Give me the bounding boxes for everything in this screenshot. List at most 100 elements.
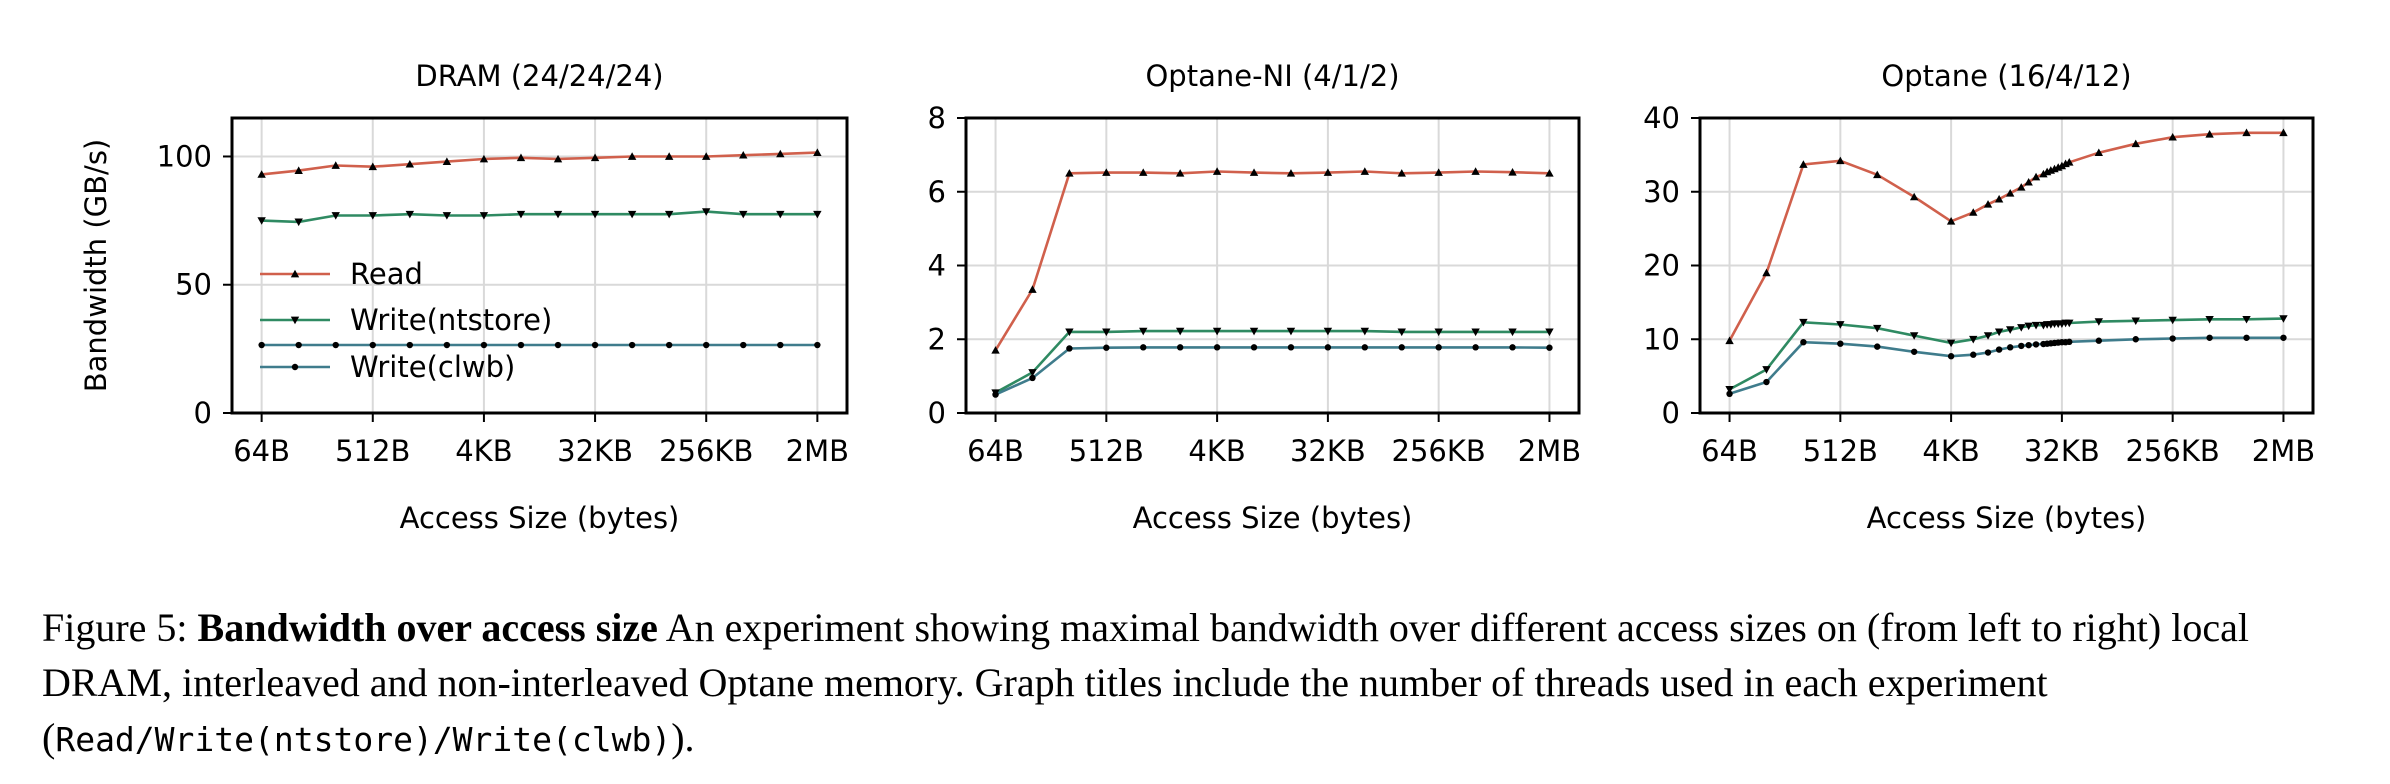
data-point xyxy=(369,341,376,349)
data-point xyxy=(1102,328,1111,337)
legend-marker xyxy=(291,363,299,371)
data-point xyxy=(331,212,340,220)
data-point xyxy=(991,346,1000,354)
data-point xyxy=(1762,366,1771,374)
data-point xyxy=(2168,132,2177,141)
data-point xyxy=(480,341,488,349)
caption-bold-title: Bandwidth over access size xyxy=(197,605,658,650)
data-point xyxy=(516,153,526,162)
data-point xyxy=(2017,324,2026,332)
data-point xyxy=(517,341,525,349)
data-point xyxy=(1065,169,1074,177)
data-point xyxy=(1029,374,1036,382)
data-point xyxy=(1725,336,1734,345)
x-tick-label: 64B xyxy=(1701,434,1758,468)
data-point xyxy=(1028,369,1037,377)
x-tick-label: 256KB xyxy=(659,434,753,468)
data-point xyxy=(702,208,711,216)
x-tick-label: 4KB xyxy=(455,434,512,468)
caption-text: An experiment showing maximal bandwidth … xyxy=(42,605,2249,760)
data-point xyxy=(2006,344,2014,351)
data-point xyxy=(2132,336,2139,343)
data-point xyxy=(777,341,784,349)
data-point xyxy=(628,341,636,349)
data-point xyxy=(1799,318,1808,327)
y-tick-label: 6 xyxy=(928,175,946,209)
chart-title: Optane (16/4/12) xyxy=(1881,59,2131,93)
legend-marker xyxy=(290,316,300,325)
x-tick-label: 32KB xyxy=(2024,434,2100,468)
caption-code: Read/Write(ntstore)/Write(clwb) xyxy=(55,720,672,759)
data-point xyxy=(1995,346,2003,353)
data-point xyxy=(2031,321,2041,330)
data-point xyxy=(1909,192,1919,201)
data-point xyxy=(590,210,600,219)
x-tick-label: 32KB xyxy=(557,434,633,468)
data-point xyxy=(1983,200,1993,208)
legend-marker xyxy=(290,269,300,278)
x-tick-label: 2MB xyxy=(2252,434,2315,468)
data-point xyxy=(813,148,822,156)
x-tick-label: 2MB xyxy=(1518,434,1581,468)
data-point xyxy=(2242,315,2251,324)
data-point xyxy=(1508,168,1517,176)
data-point xyxy=(739,150,748,159)
data-point xyxy=(1984,349,1992,356)
data-point xyxy=(553,154,563,163)
series-line-write-ntstore xyxy=(994,329,1550,394)
data-point xyxy=(776,149,785,158)
series-line-write-ntstore xyxy=(261,210,818,224)
chart-title: DRAM (24/24/24) xyxy=(415,59,663,93)
data-point xyxy=(1947,353,1955,360)
data-point xyxy=(479,212,489,220)
data-point xyxy=(1175,169,1185,177)
data-point xyxy=(1799,160,1808,168)
y-tick-label: 0 xyxy=(1662,396,1680,430)
data-point xyxy=(1360,167,1370,175)
data-point xyxy=(2095,337,2103,344)
data-point xyxy=(1946,217,1956,225)
data-point xyxy=(2094,148,2104,157)
data-point xyxy=(2131,317,2140,326)
data-point xyxy=(1213,344,1221,351)
data-point xyxy=(1323,327,1333,336)
data-point xyxy=(1800,339,1807,346)
data-point xyxy=(2279,315,2288,323)
data-point xyxy=(1969,208,1978,216)
data-point xyxy=(664,210,674,219)
data-point xyxy=(2005,189,2015,197)
data-point xyxy=(1763,378,1770,386)
data-point xyxy=(2243,334,2250,341)
data-point xyxy=(1324,344,1332,351)
data-point xyxy=(1434,168,1443,176)
data-point xyxy=(2024,177,2033,186)
data-point xyxy=(2280,334,2287,341)
data-point xyxy=(1472,344,1479,351)
data-point xyxy=(443,341,451,349)
data-point xyxy=(1873,170,1882,179)
data-point xyxy=(1102,168,1111,176)
data-point xyxy=(1969,335,1978,344)
data-point xyxy=(1286,327,1296,336)
legend-label: Write(clwb) xyxy=(350,350,515,384)
data-point xyxy=(368,212,377,220)
data-point xyxy=(1176,344,1184,351)
y-tick-label: 40 xyxy=(1643,101,1680,135)
data-point xyxy=(1946,339,1956,348)
data-point xyxy=(2168,316,2177,325)
x-tick-label: 256KB xyxy=(1392,434,1486,468)
data-point xyxy=(294,166,303,174)
data-point xyxy=(2065,158,2074,166)
y-tick-label: 50 xyxy=(175,268,212,302)
data-point xyxy=(1873,324,1882,333)
data-point xyxy=(1249,168,1259,176)
chart-title: Optane-NI (4/1/2) xyxy=(1145,59,1399,93)
data-point xyxy=(1065,328,1074,337)
y-tick-label: 8 xyxy=(928,101,946,135)
data-point xyxy=(740,341,747,349)
x-axis-label: Access Size (bytes) xyxy=(1133,501,1413,535)
data-point xyxy=(1398,344,1405,351)
data-point xyxy=(1509,344,1516,351)
data-point xyxy=(1360,327,1370,336)
data-point xyxy=(1323,168,1333,176)
